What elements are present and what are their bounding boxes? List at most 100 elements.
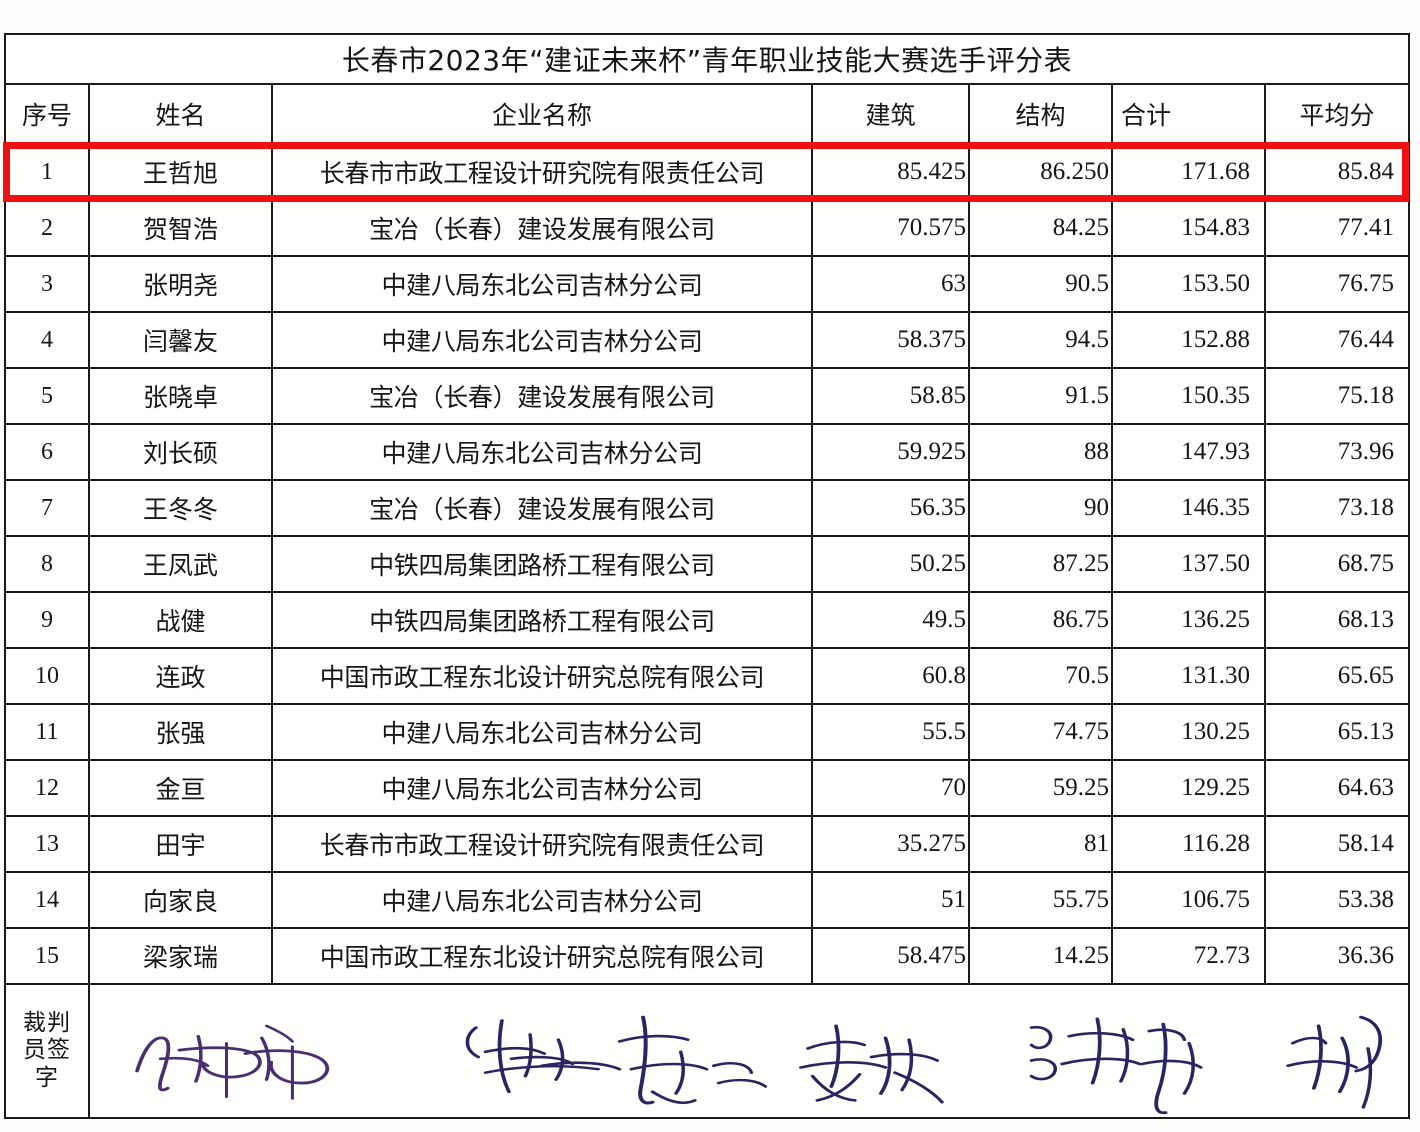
cell-arch: 60.8 [811,647,970,705]
cell-arch: 70.575 [811,199,970,257]
score-table: 长春市2023年“建证未来杯”青年职业技能大赛选手评分表 序号 姓名 企业名称 建筑 结构… [3,33,1411,1119]
cell-struct: 87.25 [968,535,1113,593]
cell-arch: 58.375 [811,311,970,369]
cell-index: 12 [4,759,90,817]
cell-index: 2 [4,199,90,257]
cell-name: 王哲旭 [88,143,273,201]
table-row: 9 战健 中铁四局集团路桥工程有限公司 49.5 86.75 136.25 68.13 [4,591,1411,649]
cell-company: 中建八局东北公司吉林分公司 [271,703,813,761]
cell-avg: 65.65 [1263,647,1411,705]
signature-area[interactable] [87,983,1411,1119]
cell-struct: 14.25 [968,927,1113,985]
table-row: 2 贺智浩 宝冶（长春）建设发展有限公司 70.575 84.25 154.83 77.41 [4,199,1411,257]
cell-total: 136.25 [1111,591,1266,649]
cell-arch: 49.5 [811,591,970,649]
cell-name: 贺智浩 [88,199,273,257]
signature-label-line: 裁判 [23,1010,71,1037]
score-table-container: 长春市2023年“建证未来杯”青年职业技能大赛选手评分表 序号 姓名 企业名称 建筑 结构… [3,33,1411,1119]
table-row: 14 向家良 中建八局东北公司吉林分公司 51 55.75 106.75 53.38 [4,871,1411,929]
cell-index: 11 [4,703,90,761]
cell-avg: 64.63 [1263,759,1411,817]
cell-arch: 35.275 [811,815,970,873]
cell-company: 中建八局东北公司吉林分公司 [271,871,813,929]
column-header-name: 姓名 [88,83,273,145]
column-header-total: 合计 [1111,83,1266,145]
cell-name: 梁家瑞 [88,927,273,985]
cell-name: 连政 [88,647,273,705]
table-row: 6 刘长硕 中建八局东北公司吉林分公司 59.925 88 147.93 73.96 [4,423,1411,481]
cell-arch: 51 [811,871,970,929]
cell-avg: 73.96 [1263,423,1411,481]
cell-company: 宝冶（长春）建设发展有限公司 [271,367,813,425]
cell-index: 10 [4,647,90,705]
cell-avg: 76.75 [1263,255,1411,313]
table-row: 4 闫馨友 中建八局东北公司吉林分公司 58.375 94.5 152.88 76.44 [4,311,1411,369]
cell-arch: 70 [811,759,970,817]
table-row: 15 梁家瑞 中国市政工程东北设计研究总院有限公司 58.475 14.25 72.73 3… [4,927,1411,985]
cell-total: 130.25 [1111,703,1266,761]
cell-name: 王冬冬 [88,479,273,537]
cell-index: 1 [4,143,90,201]
judge-signatures [135,1015,1383,1115]
cell-struct: 90.5 [968,255,1113,313]
cell-avg: 77.41 [1263,199,1411,257]
table-row: 12 金亘 中建八局东北公司吉林分公司 70 59.25 129.25 64.63 [4,759,1411,817]
cell-arch: 63 [811,255,970,313]
cell-company: 宝冶（长春）建设发展有限公司 [271,479,813,537]
cell-struct: 94.5 [968,311,1113,369]
cell-arch: 50.25 [811,535,970,593]
cell-total: 147.93 [1111,423,1266,481]
cell-index: 4 [4,311,90,369]
cell-avg: 68.13 [1263,591,1411,649]
table-row: 5 张晓卓 宝冶（长春）建设发展有限公司 58.85 91.5 150.35 75.18 [4,367,1411,425]
cell-company: 宝冶（长春）建设发展有限公司 [271,199,813,257]
cell-total: 153.50 [1111,255,1266,313]
table-row: 10 连政 中国市政工程东北设计研究总院有限公司 60.8 70.5 131.30 65.6… [4,647,1411,705]
cell-company: 中建八局东北公司吉林分公司 [271,759,813,817]
cell-arch: 85.425 [811,143,970,201]
cell-struct: 55.75 [968,871,1113,929]
cell-struct: 86.250 [968,143,1113,201]
column-header-struct: 结构 [968,83,1113,145]
cell-name: 田宇 [88,815,273,873]
cell-struct: 74.75 [968,703,1113,761]
column-header-arch: 建筑 [811,83,970,145]
cell-struct: 91.5 [968,367,1113,425]
column-header-company: 企业名称 [271,83,813,145]
table-row: 11 张强 中建八局东北公司吉林分公司 55.5 74.75 130.25 65.13 [4,703,1411,761]
table-row: 3 张明尧 中建八局东北公司吉林分公司 63 90.5 153.50 76.75 [4,255,1411,313]
cell-struct: 59.25 [968,759,1113,817]
cell-avg: 65.13 [1263,703,1411,761]
cell-index: 13 [4,815,90,873]
cell-total: 106.75 [1111,871,1266,929]
cell-struct: 70.5 [968,647,1113,705]
cell-total: 72.73 [1111,927,1266,985]
cell-index: 6 [4,423,90,481]
table-row: 8 王凤武 中铁四局集团路桥工程有限公司 50.25 87.25 137.50 68.75 [4,535,1411,593]
cell-company: 中国市政工程东北设计研究总院有限公司 [271,927,813,985]
cell-company: 长春市市政工程设计研究院有限责任公司 [271,143,813,201]
cell-company: 长春市市政工程设计研究院有限责任公司 [271,815,813,873]
signature-row: 裁判 员签字 [4,983,1411,1119]
cell-struct: 88 [968,423,1113,481]
cell-company: 中建八局东北公司吉林分公司 [271,311,813,369]
cell-avg: 85.84 [1263,143,1411,201]
cell-total: 154.83 [1111,199,1266,257]
cell-struct: 81 [968,815,1113,873]
title-row: 长春市2023年“建证未来杯”青年职业技能大赛选手评分表 [3,33,1411,85]
table-row: 1 王哲旭 长春市市政工程设计研究院有限责任公司 85.425 86.250 171.68… [4,143,1411,201]
cell-arch: 55.5 [811,703,970,761]
cell-arch: 59.925 [811,423,970,481]
cell-total: 131.30 [1111,647,1266,705]
cell-total: 137.50 [1111,535,1266,593]
cell-avg: 68.75 [1263,535,1411,593]
cell-total: 129.25 [1111,759,1266,817]
cell-name: 张晓卓 [88,367,273,425]
cell-index: 8 [4,535,90,593]
cell-company: 中铁四局集团路桥工程有限公司 [271,535,813,593]
cell-total: 116.28 [1111,815,1266,873]
cell-arch: 56.35 [811,479,970,537]
cell-avg: 75.18 [1263,367,1411,425]
cell-avg: 76.44 [1263,311,1411,369]
